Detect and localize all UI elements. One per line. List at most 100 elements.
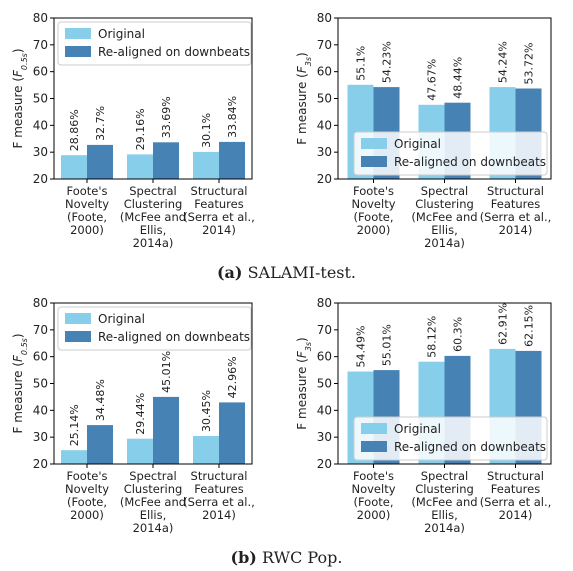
caption-b-text: RWC Pop. (261, 548, 343, 567)
y-tick-label-a-right-0: 20 (317, 172, 332, 186)
data-label-a-right-s1-c1: 48.44% (452, 57, 465, 99)
x-tick-label-b-left-1-0: Spectral (129, 469, 176, 483)
data-label-a-right-s1-c2: 53.72% (523, 43, 536, 85)
x-tick-label-a-left-2-3: 2014) (202, 223, 236, 237)
y-axis-label-part-1: F (11, 354, 25, 362)
legend-box-a-left (57, 21, 252, 66)
y-tick-label-a-left-0: 20 (33, 172, 48, 186)
legend-swatch-b-right-1 (361, 441, 387, 452)
y-tick-label-b-right-4: 60 (317, 350, 332, 364)
y-axis-label-part-0: F measure ( (11, 77, 25, 149)
y-tick-label-a-left-3: 50 (33, 92, 48, 106)
x-tick-label-b-right-1-2: (McFee and (411, 495, 477, 509)
x-tick-label-a-right-2-1: Features (491, 197, 540, 211)
x-tick-label-b-left-1-2: (McFee and (120, 495, 186, 509)
y-tick-label-a-left-2: 40 (33, 118, 48, 132)
chart-b-right: 54.49% 58.12% 62.91% 55.01% 60.3% 62.15% 20 30 4… (295, 296, 552, 535)
x-tick-label-a-right-2-2: (Serra et al., (480, 210, 552, 224)
caption-a: (a) SALAMI-test. (0, 263, 573, 282)
caption-a-text: SALAMI-test. (247, 263, 357, 282)
caption-a-tag: (a) (216, 263, 243, 282)
y-tick-label-b-left-1: 30 (33, 430, 48, 444)
data-label-a-left-s0-c1: 29.16% (134, 108, 147, 150)
y-axis-label-part-3: ) (295, 52, 309, 57)
y-axis-label-b-left: F measure (F0.5s) (11, 333, 29, 433)
y-tick-label-b-right-6: 80 (317, 296, 332, 310)
y-tick-label-a-right-1: 30 (317, 145, 332, 159)
data-label-b-right-s1-c2: 62.15% (523, 305, 536, 347)
legend-box-b-right (353, 416, 548, 461)
x-tick-label-a-left-1-1: Clustering (124, 197, 183, 211)
y-tick-label-b-right-0: 20 (317, 457, 332, 471)
x-tick-label-a-left-2-1: Features (194, 197, 243, 211)
y-tick-label-a-right-6: 80 (317, 11, 332, 25)
bar-b-left-s1-c2 (219, 402, 245, 464)
x-tick-label-a-right-2-0: Structural (487, 184, 544, 198)
y-axis-label-b-right: F measure (F3s) (295, 337, 313, 429)
bar-b-left-s0-c1 (127, 438, 153, 464)
x-tick-label-b-left-2-0: Structural (191, 469, 248, 483)
x-tick-label-b-right-1-0: Spectral (421, 469, 468, 483)
data-label-a-left-s1-c0: 32.7% (94, 106, 107, 141)
data-label-b-right-s0-c1: 58.12% (426, 316, 439, 358)
legend-label-a-left-1: Re-aligned on downbeats (98, 45, 250, 59)
x-tick-label-b-left-0-3: 2000) (70, 508, 104, 522)
y-axis-label-part-3: ) (295, 337, 309, 342)
legend-swatch-a-left-1 (65, 46, 91, 57)
x-tick-label-a-right-1-3: Ellis, (431, 223, 458, 237)
y-tick-label-b-left-3: 50 (33, 377, 48, 391)
y-tick-label-b-left-5: 70 (33, 323, 48, 337)
x-tick-label-a-left-0-1: Novelty (65, 197, 109, 211)
data-label-b-left-s0-c2: 30.45% (200, 390, 213, 432)
data-label-b-right-s1-c1: 60.3% (452, 317, 465, 352)
x-tick-label-a-left-1-2: (McFee and (120, 210, 186, 224)
data-label-b-left-s0-c1: 29.44% (134, 393, 147, 435)
x-tick-label-a-left-1-4: 2014a) (133, 236, 174, 250)
x-tick-label-b-right-2-1: Features (491, 482, 540, 496)
data-label-b-left-s1-c2: 42.96% (226, 356, 239, 398)
x-tick-label-a-right-0-3: 2000) (357, 223, 391, 237)
legend-label-a-right-1: Re-aligned on downbeats (394, 155, 546, 169)
x-tick-label-a-left-2-0: Structural (191, 184, 248, 198)
data-label-b-left-s1-c1: 45.01% (160, 351, 173, 393)
y-axis-label-a-right: F measure (F3s) (295, 52, 313, 144)
y-tick-label-a-right-5: 70 (317, 38, 332, 52)
x-tick-label-b-right-0-2: (Foote, (353, 495, 393, 509)
x-tick-label-b-left-2-3: 2014) (202, 508, 236, 522)
caption-b-tag: (b) (230, 548, 257, 567)
x-tick-label-b-left-2-2: (Serra et al., (183, 495, 255, 509)
y-tick-label-b-left-4: 60 (33, 350, 48, 364)
data-label-a-right-s0-c2: 54.24% (497, 41, 510, 83)
legend-box-b-left (57, 306, 252, 351)
y-tick-label-a-right-3: 50 (317, 92, 332, 106)
x-tick-label-a-right-1-4: 2014a) (424, 236, 465, 250)
x-tick-label-a-right-0-0: Foote's (353, 184, 394, 198)
y-axis-label-part-2: 0.5s (20, 338, 29, 355)
x-tick-label-a-right-1-1: Clustering (415, 197, 474, 211)
bar-a-left-s0-c2 (193, 151, 219, 179)
data-label-a-left-s0-c0: 28.86% (68, 109, 81, 151)
legend-label-a-right-0: Original (394, 137, 441, 151)
y-axis-label-part-1: F (11, 69, 25, 77)
chart-b-left: 25.14% 29.44% 30.45% 34.48% 45.01% 42.96% 20 30… (11, 296, 255, 535)
legend-swatch-b-left-0 (65, 313, 91, 324)
x-tick-label-a-left-0-0: Foote's (66, 184, 107, 198)
legend-swatch-b-right-0 (361, 423, 387, 434)
y-tick-label-b-right-3: 50 (317, 377, 332, 391)
y-tick-label-b-right-2: 40 (317, 403, 332, 417)
y-tick-label-b-left-6: 80 (33, 296, 48, 310)
legend-label-b-right-1: Re-aligned on downbeats (394, 440, 546, 454)
x-tick-label-b-right-2-0: Structural (487, 469, 544, 483)
y-axis-label-a-left: F measure (F0.5s) (11, 48, 29, 148)
x-tick-label-b-left-2-1: Features (194, 482, 243, 496)
x-tick-label-b-right-1-1: Clustering (415, 482, 474, 496)
y-axis-label-part-0: F measure ( (295, 358, 309, 430)
x-tick-label-b-right-1-4: 2014a) (424, 521, 465, 535)
x-tick-label-b-right-1-3: Ellis, (431, 508, 458, 522)
y-tick-label-a-left-4: 60 (33, 65, 48, 79)
x-tick-label-b-left-0-2: (Foote, (67, 495, 107, 509)
data-label-a-right-s0-c0: 55.1% (355, 46, 368, 81)
x-tick-label-a-left-0-2: (Foote, (67, 210, 107, 224)
y-axis-label-part-1: F (295, 350, 309, 358)
